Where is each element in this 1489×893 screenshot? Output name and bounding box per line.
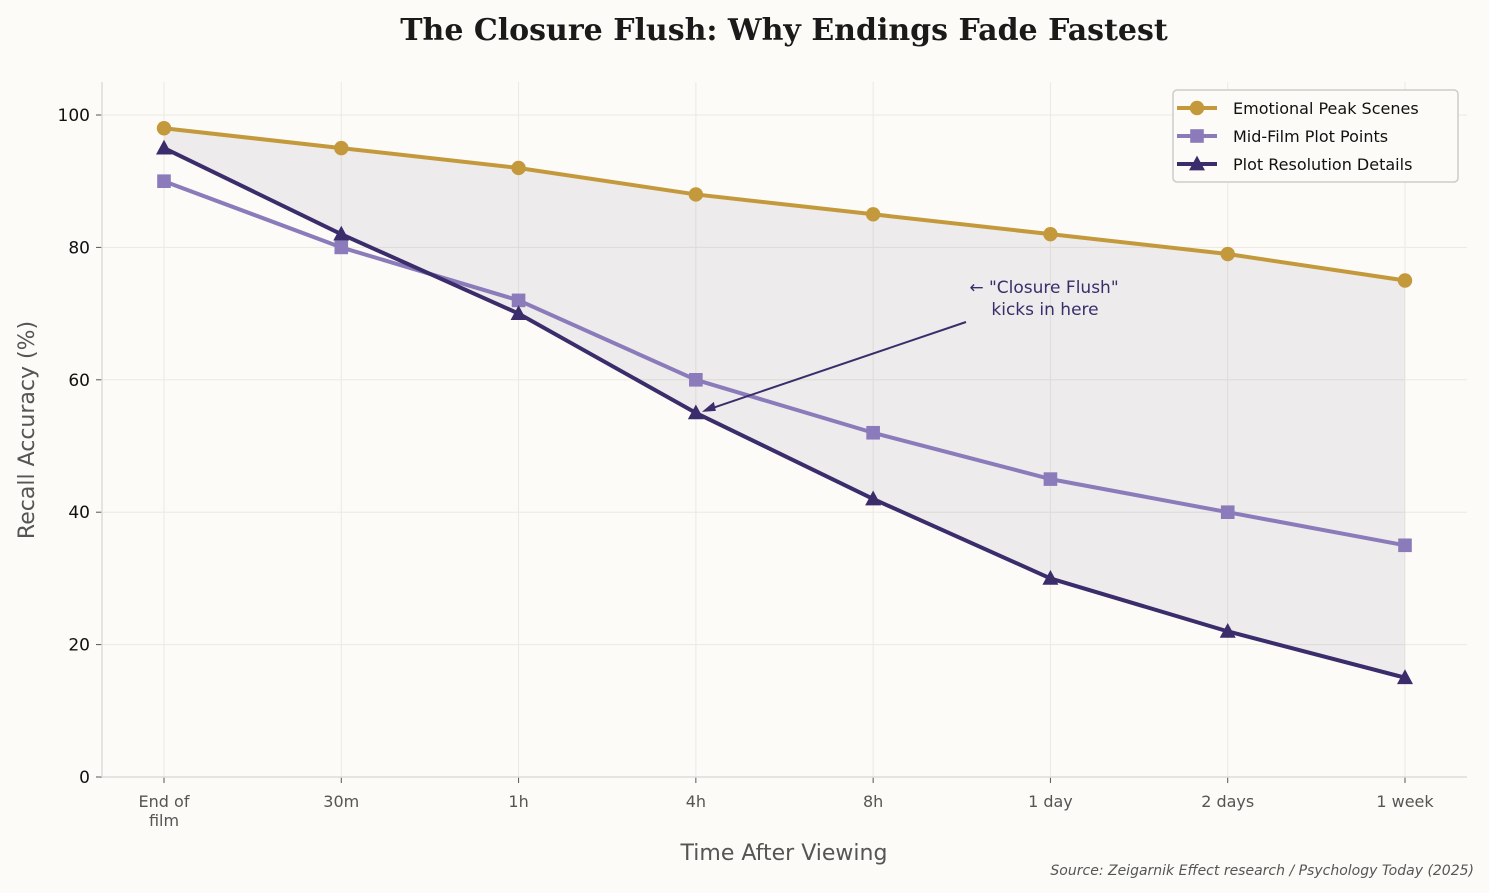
marker-triangle (510, 305, 527, 320)
y-tick-label: 40 (68, 503, 90, 523)
marker-triangle (1219, 622, 1236, 638)
legend: Emotional Peak Scenes Mid-Film Plot Point… (1172, 89, 1459, 183)
marker-circle (688, 187, 704, 202)
marker-circle (334, 140, 349, 156)
marker-square (157, 174, 171, 188)
grid (102, 82, 1467, 778)
marker-circle (1189, 100, 1205, 116)
series-plot-resolution-details (156, 139, 1413, 685)
marker-square (866, 425, 880, 440)
x-tick-label: 30m (323, 792, 359, 811)
fill-between-area (164, 128, 1405, 678)
annotation-arrowhead (701, 401, 716, 412)
marker-circle (1397, 273, 1413, 288)
marker-square (1190, 129, 1204, 143)
marker-circle (1220, 246, 1235, 262)
x-tick-label: End of film (139, 792, 190, 830)
x-tick-label: 1 week (1376, 792, 1434, 811)
legend-label: Plot Resolution Details (1233, 155, 1412, 174)
series-emotional-peak-scenes (156, 121, 1413, 288)
marker-circle (511, 160, 526, 176)
marker-triangle (1042, 570, 1059, 585)
marker-square (334, 240, 349, 255)
axes: 0 20 40 60 80 100 End of film 30m 1h 4h 8h 1 day 2 da… (58, 82, 1467, 830)
annotation-text-line1: ← "Closure Flush" (969, 278, 1118, 298)
x-tick-label: 8h (863, 792, 883, 811)
marker-square (511, 293, 526, 308)
y-tick-label: 100 (58, 106, 90, 126)
marker-triangle (1397, 669, 1413, 685)
x-tick-label: 1 day (1028, 792, 1073, 811)
x-tick-label: 1h (508, 792, 528, 811)
annotation: ← "Closure Flush" kicks in here (701, 278, 1119, 412)
fill-area (164, 128, 1405, 678)
marker-square (1220, 505, 1235, 519)
y-tick-label: 20 (68, 636, 90, 656)
y-tick-label: 60 (68, 371, 90, 391)
marker-circle (1043, 226, 1058, 242)
series-line (163, 146, 1406, 680)
marker-triangle (1189, 155, 1205, 171)
marker-circle (156, 121, 172, 136)
marker-square (1043, 472, 1058, 486)
series-group (156, 121, 1413, 685)
series-mid-film-plot-points (157, 174, 1412, 553)
annotation-arrow (709, 321, 967, 410)
x-tick-label: 2 days (1201, 792, 1254, 811)
x-tick-label: 4h (686, 792, 706, 811)
annotation-text-line2: kicks in here (991, 300, 1098, 320)
series-line (163, 179, 1406, 548)
marker-triangle (865, 490, 882, 506)
series-line (163, 126, 1406, 283)
marker-triangle (156, 139, 172, 155)
source-note: Source: Zeigarnik Effect research / Psyc… (1050, 863, 1474, 879)
legend-label: Mid-Film Plot Points (1233, 127, 1388, 146)
legend-label: Emotional Peak Scenes (1233, 99, 1419, 118)
chart-title: The Closure Flush: Why Endings Fade Fast… (400, 13, 1168, 48)
marker-triangle (687, 404, 704, 420)
y-axis-label: Recall Accuracy (%) (15, 321, 40, 539)
marker-triangle (333, 225, 350, 241)
marker-circle (865, 207, 881, 222)
x-axis-label: Time After Viewing (680, 841, 888, 866)
y-tick-label: 80 (68, 238, 90, 258)
y-tick-label: 0 (79, 768, 90, 788)
legend-box (1172, 89, 1459, 183)
marker-square (689, 373, 703, 387)
marker-square (1398, 538, 1412, 553)
